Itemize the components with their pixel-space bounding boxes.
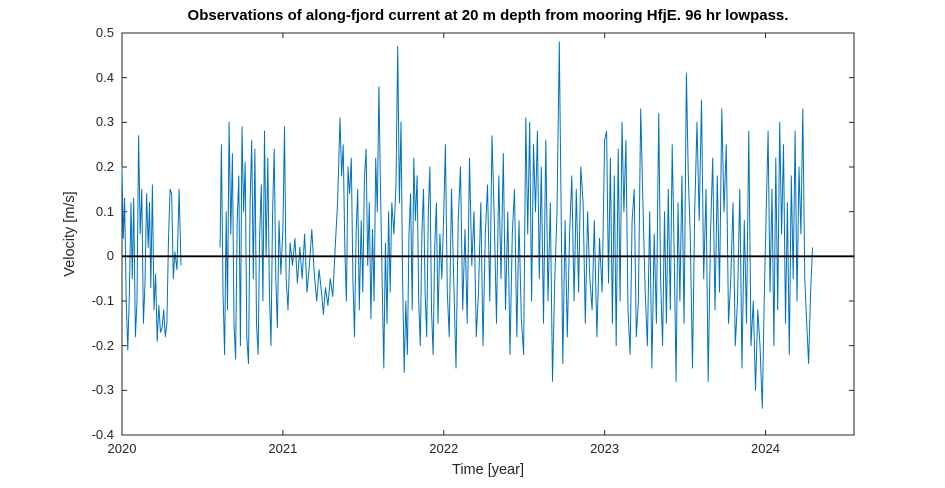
y-tick-label: -0.1 [91,293,114,308]
y-tick-label: 0 [106,248,114,264]
y-tick-label: -0.4 [91,427,114,442]
y-tick-label: 0.5 [95,25,114,40]
chart-title: Observations of along-fjord current at 2… [187,7,789,24]
y-tick-label: -0.3 [91,382,114,398]
x-tick-label: 2021 [268,441,298,456]
x-axis-label: Time [year] [452,462,524,478]
velocity-line [219,41,813,409]
x-tick-label: 2022 [429,441,459,456]
velocity-line [121,135,182,351]
y-tick-label: 0.2 [95,159,114,174]
axes-frame [121,32,855,436]
x-tick-label: 2023 [590,441,620,456]
y-tick-label: 0.4 [95,69,114,85]
y-tick-label: 0.1 [95,203,114,219]
y-tick-label: 0.3 [95,114,114,130]
x-tick-label: 2020 [107,441,137,456]
x-tick-label: 2024 [751,441,780,456]
y-tick-label: -0.2 [91,337,114,353]
